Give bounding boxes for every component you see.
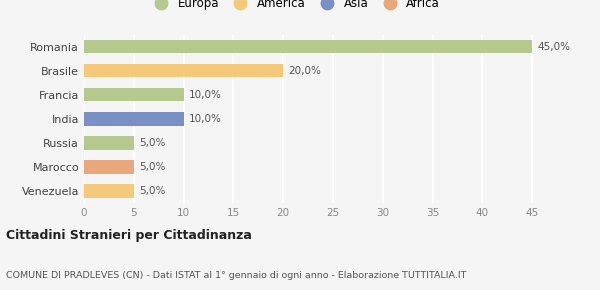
Text: 5,0%: 5,0% bbox=[139, 138, 165, 148]
Bar bbox=[84, 136, 134, 150]
Bar bbox=[84, 88, 184, 102]
Bar bbox=[84, 64, 283, 77]
Bar bbox=[84, 40, 532, 53]
Text: COMUNE DI PRADLEVES (CN) - Dati ISTAT al 1° gennaio di ogni anno - Elaborazione : COMUNE DI PRADLEVES (CN) - Dati ISTAT al… bbox=[6, 271, 466, 280]
Text: 20,0%: 20,0% bbox=[288, 66, 321, 76]
Bar bbox=[84, 160, 134, 173]
Bar bbox=[84, 184, 134, 197]
Text: 10,0%: 10,0% bbox=[188, 90, 221, 100]
Text: 5,0%: 5,0% bbox=[139, 186, 165, 196]
Text: 5,0%: 5,0% bbox=[139, 162, 165, 172]
Text: Cittadini Stranieri per Cittadinanza: Cittadini Stranieri per Cittadinanza bbox=[6, 229, 252, 242]
Legend: Europa, America, Asia, Africa: Europa, America, Asia, Africa bbox=[146, 0, 443, 14]
Text: 10,0%: 10,0% bbox=[188, 114, 221, 124]
Bar bbox=[84, 112, 184, 126]
Text: 45,0%: 45,0% bbox=[537, 42, 570, 52]
